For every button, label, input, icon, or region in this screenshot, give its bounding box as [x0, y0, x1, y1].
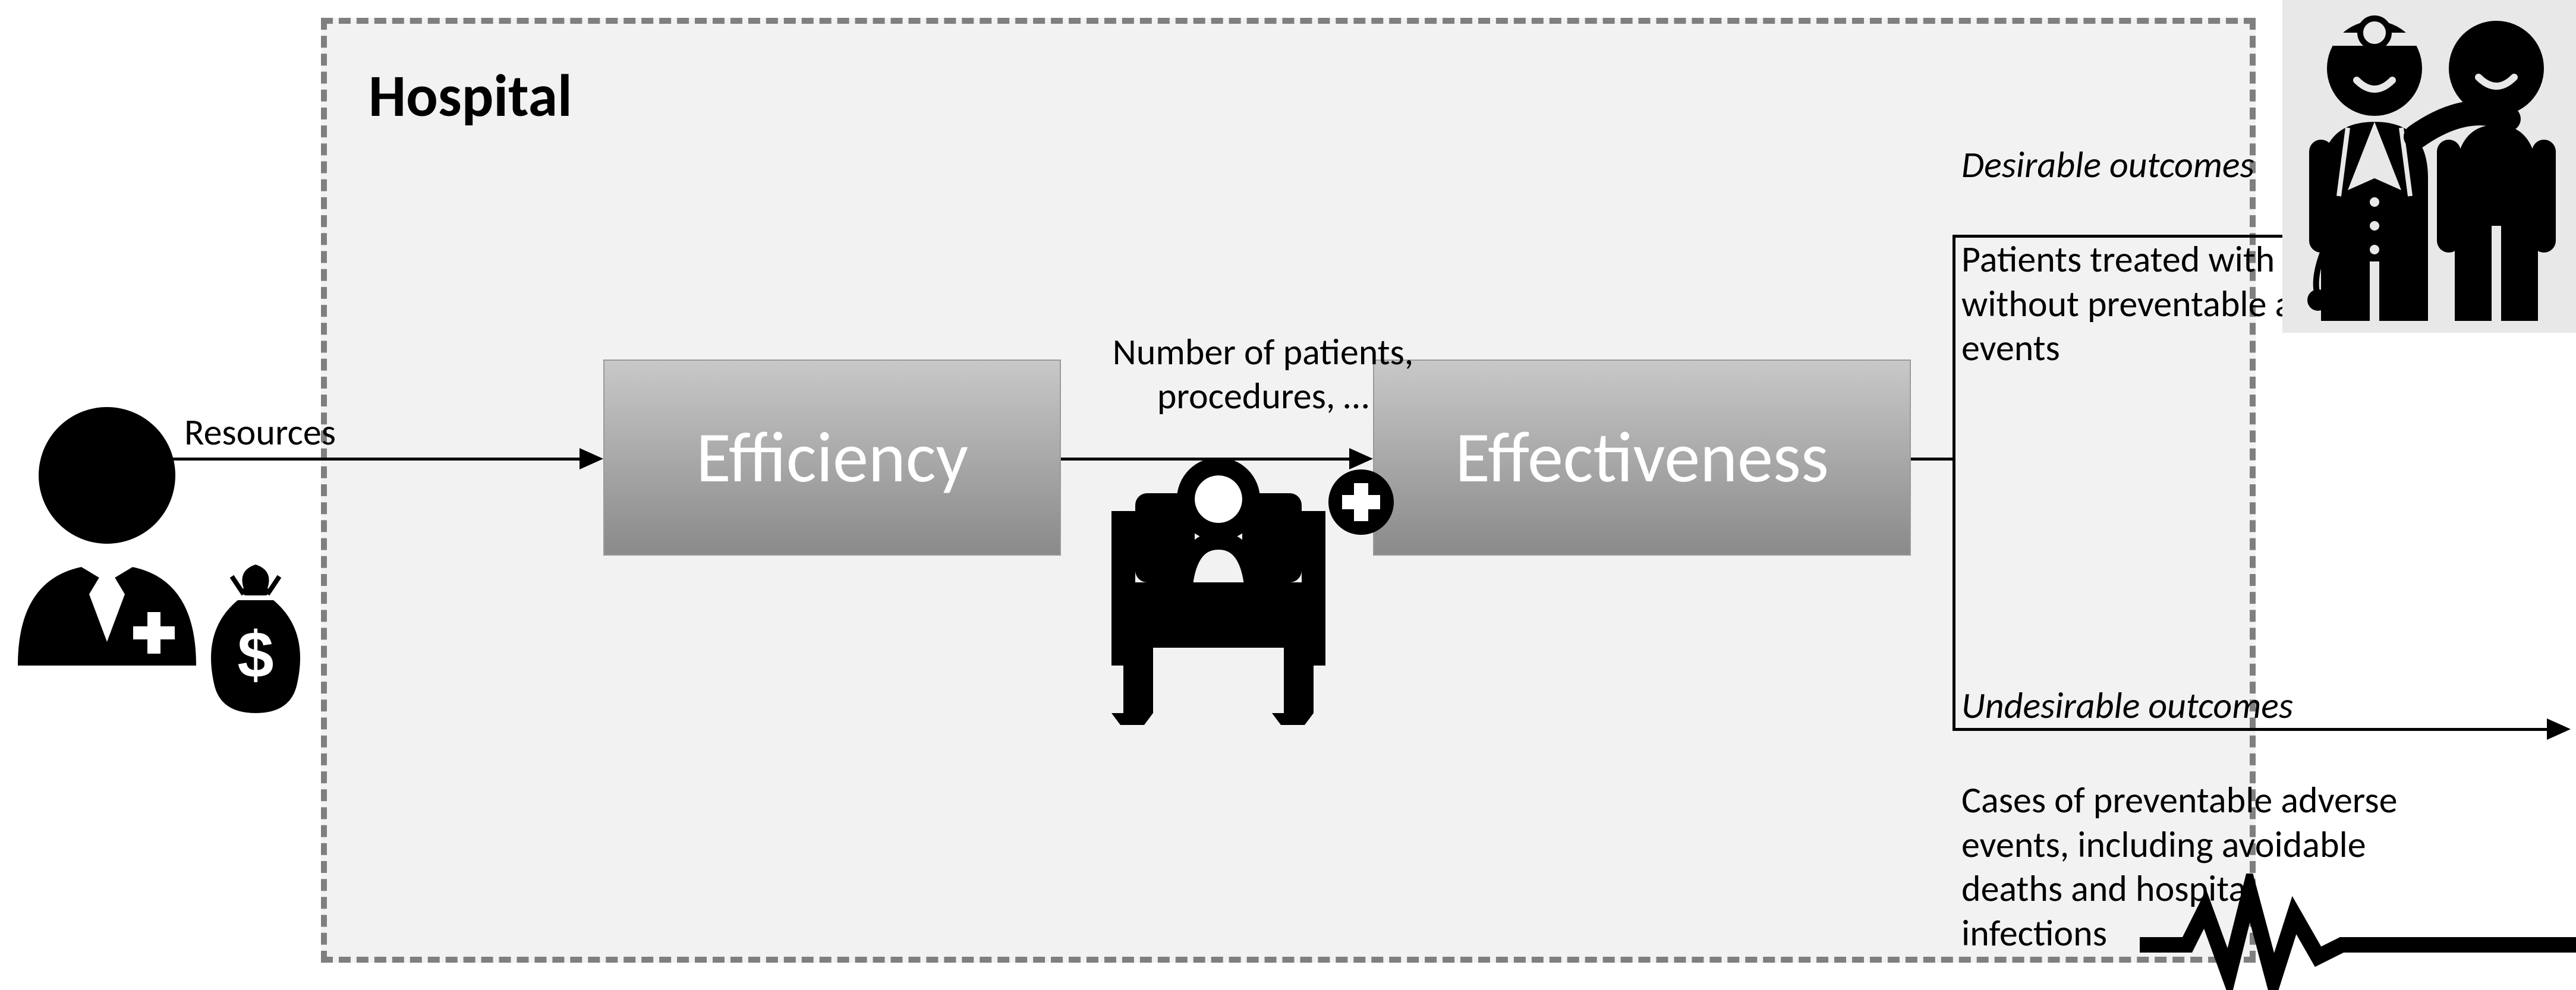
outcome-undesirable-title: Undesirable outcomes: [1961, 683, 2576, 727]
node-effectiveness-label: Effectiveness: [1455, 414, 1829, 501]
doctor-patient-icon: [2282, 0, 2576, 333]
hospital-title: Hospital: [369, 59, 572, 132]
branch-vertical: [1953, 235, 1955, 731]
label-patients-l1: Number of patients,: [1113, 329, 1413, 374]
outcome-undesirable: Undesirable outcomes Cases of preventabl…: [1961, 683, 2576, 904]
patient-bed-icon: [1088, 440, 1397, 725]
doctor-money-icon: $: [0, 386, 321, 719]
ecg-icon: [2140, 874, 2576, 990]
label-patients-l2: procedures, …: [1157, 373, 1369, 418]
label-patients: Number of patients, procedures, …: [1070, 330, 1456, 418]
node-efficiency: Efficiency: [603, 360, 1061, 556]
arrow-resources-head: [580, 448, 603, 469]
svg-text:$: $: [237, 619, 273, 692]
branch-stub: [1911, 458, 1955, 461]
node-efficiency-label: Efficiency: [696, 414, 968, 501]
